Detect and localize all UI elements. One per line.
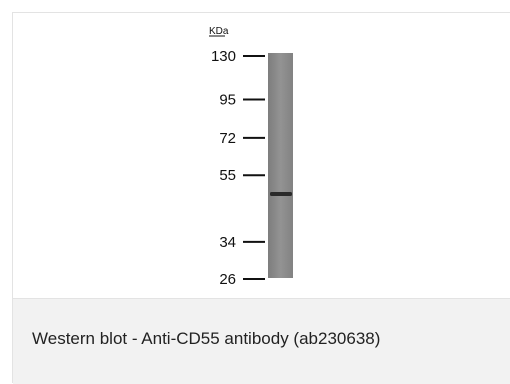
marker-label-72: 72 <box>219 130 236 147</box>
marker-label-95: 95 <box>219 91 236 108</box>
unit-label: KDa <box>209 26 229 37</box>
western-blot-figure[interactable]: KDa 130 95 72 55 34 26 <box>13 13 510 299</box>
figure-card: KDa 130 95 72 55 34 26 Western blot - Anti-CD… <box>12 12 510 384</box>
protein-band <box>270 192 292 197</box>
marker-label-26: 26 <box>219 271 236 288</box>
marker-ladder: 130 95 72 55 34 26 <box>211 48 265 288</box>
marker-label-34: 34 <box>219 234 236 251</box>
western-blot-image: KDa 130 95 72 55 34 26 <box>209 26 293 288</box>
caption-bar: Western blot - Anti-CD55 antibody (ab230… <box>13 299 510 384</box>
marker-label-55: 55 <box>219 167 236 184</box>
blot-lane <box>268 53 293 278</box>
figure-caption: Western blot - Anti-CD55 antibody (ab230… <box>32 329 381 348</box>
marker-label-130: 130 <box>211 48 236 65</box>
